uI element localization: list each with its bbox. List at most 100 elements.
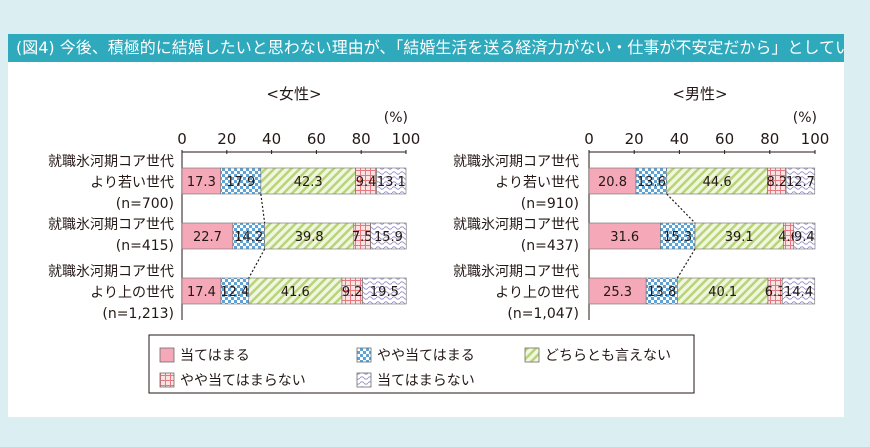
category-label: 就職氷河期コア世代 xyxy=(453,264,579,280)
data-label: 13.1 xyxy=(377,175,406,190)
tick-label: 100 xyxy=(801,130,830,148)
chart-title: <女性> xyxy=(266,85,321,103)
data-label: 9.4 xyxy=(794,230,815,245)
tick-label: 80 xyxy=(352,130,371,148)
bar-segment xyxy=(677,277,769,305)
data-label: 17.3 xyxy=(187,175,216,190)
legend-swatch xyxy=(159,347,175,363)
legend-label: どちらとも言えない xyxy=(545,348,671,364)
bar-segment xyxy=(181,222,234,250)
category-label: (n=1,213) xyxy=(102,306,174,322)
data-label: 6.3 xyxy=(765,285,786,300)
category-label: 就職氷河期コア世代 xyxy=(453,154,579,170)
category-label: (n=910) xyxy=(521,196,579,212)
bar-segment xyxy=(588,222,661,250)
bar-segment xyxy=(793,222,816,250)
data-label: 20.8 xyxy=(598,175,627,190)
bar-segment xyxy=(781,277,816,305)
bar-segment xyxy=(660,222,696,250)
chart-title: <男性> xyxy=(672,85,727,103)
data-label: 17.4 xyxy=(187,285,216,300)
category-label: より上の世代 xyxy=(495,285,579,301)
category-label: 就職氷河期コア世代 xyxy=(48,217,174,233)
data-label: 9.4 xyxy=(356,175,377,190)
tick-label: 20 xyxy=(625,130,644,148)
category-label: 就職氷河期コア世代 xyxy=(48,154,174,170)
data-label: 14.2 xyxy=(234,230,263,245)
bar-segment xyxy=(264,222,355,250)
connector-line xyxy=(260,193,266,224)
chart-1: <男性>(%)0 20 40 60 80 100就職氷河期コア世代より若い世代(n=910… xyxy=(453,85,829,322)
bar-segment xyxy=(588,277,647,305)
bar-segment xyxy=(588,167,637,195)
tick-label: 100 xyxy=(392,130,421,148)
category-label: より若い世代 xyxy=(90,175,174,191)
data-label: 17.9 xyxy=(226,175,255,190)
bar-segment xyxy=(362,277,407,305)
data-label: 44.6 xyxy=(703,175,732,190)
category-label: 就職氷河期コア世代 xyxy=(453,217,579,233)
legend-label: やや当てはまらない xyxy=(180,373,306,389)
legend-swatch xyxy=(356,372,372,388)
legend-swatch xyxy=(356,347,372,363)
bar-segment xyxy=(666,167,768,195)
bar-segment xyxy=(248,277,343,305)
connector-line xyxy=(666,193,696,224)
data-label: 12.7 xyxy=(786,175,815,190)
data-label: 22.7 xyxy=(193,230,222,245)
bar-segment xyxy=(645,277,678,305)
data-label: 19.5 xyxy=(370,285,399,300)
data-label: 8.2 xyxy=(766,175,787,190)
data-label: 14.4 xyxy=(784,285,813,300)
tick-label: 60 xyxy=(715,130,734,148)
legend-swatch xyxy=(159,372,175,388)
tick-label: 20 xyxy=(217,130,236,148)
data-label: 13.6 xyxy=(637,175,666,190)
bar-segment xyxy=(181,277,222,305)
unit-label: (%) xyxy=(793,110,817,126)
data-label: 13.8 xyxy=(647,285,676,300)
bar-segment xyxy=(635,167,668,195)
data-label: 39.1 xyxy=(725,230,754,245)
legend-box xyxy=(148,334,695,394)
data-label: 41.6 xyxy=(281,285,310,300)
tick-label: 40 xyxy=(262,130,281,148)
tick-label: 80 xyxy=(760,130,779,148)
bar-segment xyxy=(785,167,816,195)
figure-title: (図4) 今後、積極的に結婚したいと思わない理由が、「結婚生活を送る経済力がない… xyxy=(8,34,844,62)
category-label: 就職氷河期コア世代 xyxy=(48,264,174,280)
category-label: (n=700) xyxy=(116,196,174,212)
data-label: 9.2 xyxy=(342,285,363,300)
category-label: (n=415) xyxy=(116,238,174,254)
bar-segment xyxy=(370,222,407,250)
bar-segment xyxy=(376,167,407,195)
legend-swatch xyxy=(524,347,540,363)
data-label: 39.8 xyxy=(295,230,324,245)
data-label: 25.3 xyxy=(603,285,632,300)
category-label: (n=1,047) xyxy=(507,306,579,322)
data-label: 15.9 xyxy=(374,230,403,245)
connector-line xyxy=(676,248,696,279)
tick-label: 40 xyxy=(670,130,689,148)
category-label: (n=437) xyxy=(521,238,579,254)
data-label: 42.3 xyxy=(294,175,323,190)
legend-label: やや当てはまる xyxy=(377,348,475,364)
connector-line xyxy=(248,248,266,279)
tick-label: 0 xyxy=(177,130,187,148)
data-label: 7.5 xyxy=(352,230,373,245)
data-label: 12.4 xyxy=(220,285,249,300)
bar-segment xyxy=(694,222,784,250)
data-label: 40.1 xyxy=(708,285,737,300)
bar-segment xyxy=(260,167,356,195)
bar-segment xyxy=(232,222,265,250)
category-label: より若い世代 xyxy=(495,175,579,191)
chart-0: <女性>(%)0 20 40 60 80 100就職氷河期コア世代より若い世代(n=700… xyxy=(48,85,420,322)
legend-label: 当てはまる xyxy=(180,348,250,364)
legend-label: 当てはまらない xyxy=(377,373,475,389)
bar-segment xyxy=(181,167,222,195)
unit-label: (%) xyxy=(384,110,408,126)
data-label: 31.6 xyxy=(610,230,639,245)
tick-label: 60 xyxy=(307,130,326,148)
data-label: 15.3 xyxy=(663,230,692,245)
